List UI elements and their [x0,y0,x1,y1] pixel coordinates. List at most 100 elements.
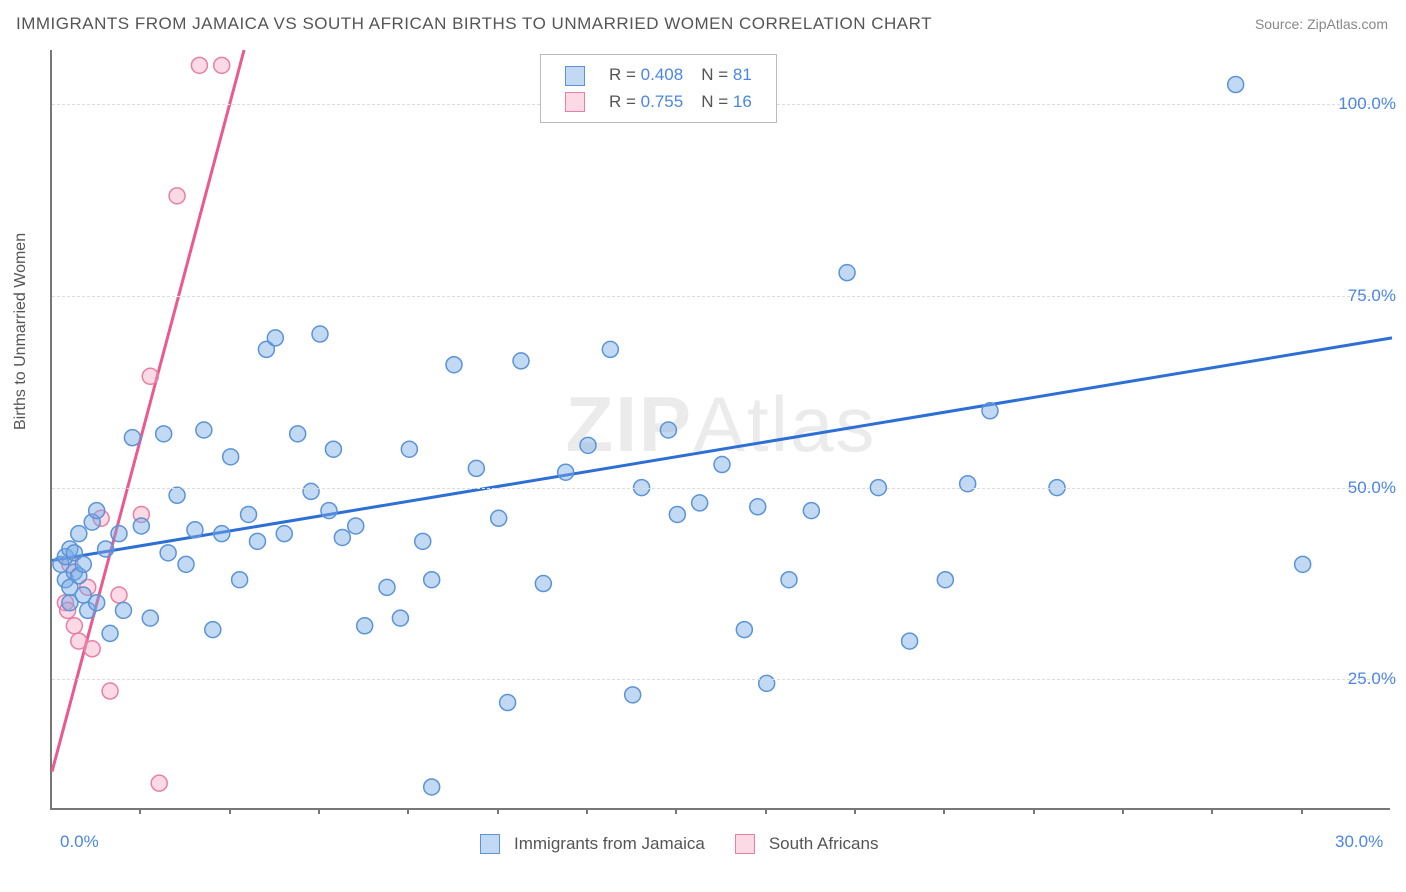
chart-root: IMMIGRANTS FROM JAMAICA VS SOUTH AFRICAN… [0,0,1406,892]
legend-label-blue: Immigrants from Jamaica [514,834,705,854]
x-tick-mark [1122,810,1124,814]
blue-point [424,572,440,588]
pink-point [169,188,185,204]
gridline [52,679,1390,680]
x-tick-mark [1033,810,1035,814]
x-tick-mark [1211,810,1213,814]
gridline [52,296,1390,297]
x-tick-mark [229,810,231,814]
blue-point [196,422,212,438]
x-tick-mark [139,810,141,814]
r-value-pink: 0.755 [641,92,684,111]
legend-swatch-pink [565,92,585,112]
x-tick-mark [854,810,856,814]
blue-point [669,506,685,522]
pink-point [102,683,118,699]
n-value-blue: 81 [733,65,752,84]
blue-point [142,610,158,626]
blue-point [513,353,529,369]
x-tick-mark [765,810,767,814]
blue-point [1228,77,1244,93]
n-value-pink: 16 [733,92,752,111]
blue-point [115,602,131,618]
r-label: R = 0.755 [601,90,691,115]
blue-point [205,622,221,638]
x-tick-mark [1301,810,1303,814]
blue-point [839,265,855,281]
n-prefix: N = [701,92,733,111]
blue-point [714,457,730,473]
blue-point [660,422,676,438]
blue-point [750,499,766,515]
blue-trend-line [52,338,1392,561]
blue-point [736,622,752,638]
blue-point [982,403,998,419]
source-attribution: Source: ZipAtlas.com [1255,16,1388,32]
blue-point [415,533,431,549]
n-prefix: N = [701,65,733,84]
blue-point [759,675,775,691]
blue-point [468,460,484,476]
y-axis-label: Births to Unmarried Women [12,233,30,430]
pink-point [142,368,158,384]
pink-point [111,587,127,603]
blue-point [321,503,337,519]
blue-point [178,556,194,572]
x-tick-mark [318,810,320,814]
blue-point [580,437,596,453]
legend-swatch-blue [480,834,500,854]
x-tick-label: 30.0% [1335,832,1383,852]
blue-point [187,522,203,538]
r-value-blue: 0.408 [641,65,684,84]
blue-point [241,506,257,522]
legend-swatch-blue [565,66,585,86]
source-link[interactable]: ZipAtlas.com [1307,16,1388,32]
blue-point [535,576,551,592]
gridline [52,488,1390,489]
x-tick-mark [943,810,945,814]
x-tick-mark [675,810,677,814]
blue-point [290,426,306,442]
legend-stats: R = 0.408 N = 81 R = 0.755 N = 16 [540,54,777,123]
blue-point [111,526,127,542]
chart-title: IMMIGRANTS FROM JAMAICA VS SOUTH AFRICAN… [16,14,932,34]
blue-point [312,326,328,342]
blue-point [169,487,185,503]
r-prefix: R = [609,92,641,111]
blue-point [803,503,819,519]
plot-area: ZIPAtlas [50,50,1390,810]
blue-point [276,526,292,542]
n-label: N = 16 [693,90,760,115]
blue-point [902,633,918,649]
blue-point [401,441,417,457]
y-tick-label: 75.0% [1348,286,1396,306]
x-tick-mark [586,810,588,814]
blue-point [424,779,440,795]
blue-point [348,518,364,534]
legend-series: Immigrants from Jamaica South Africans [480,834,878,854]
pink-point [84,641,100,657]
blue-point [960,476,976,492]
x-tick-mark [497,810,499,814]
source-label: Source: [1255,16,1307,32]
r-label: R = 0.408 [601,63,691,88]
blue-point [267,330,283,346]
pink-point [214,57,230,73]
blue-point [379,579,395,595]
blue-point [71,526,87,542]
blue-point [781,572,797,588]
blue-point [1295,556,1311,572]
blue-point [625,687,641,703]
pink-point [191,57,207,73]
pink-point [66,618,82,634]
blue-point [124,430,140,446]
y-tick-label: 25.0% [1348,669,1396,689]
blue-point [392,610,408,626]
n-label: N = 81 [693,63,760,88]
pink-point [151,775,167,791]
pink-trend-line [52,50,244,772]
legend-item-blue: Immigrants from Jamaica [480,834,705,854]
blue-point [98,541,114,557]
y-tick-label: 100.0% [1338,94,1396,114]
blue-point [89,503,105,519]
